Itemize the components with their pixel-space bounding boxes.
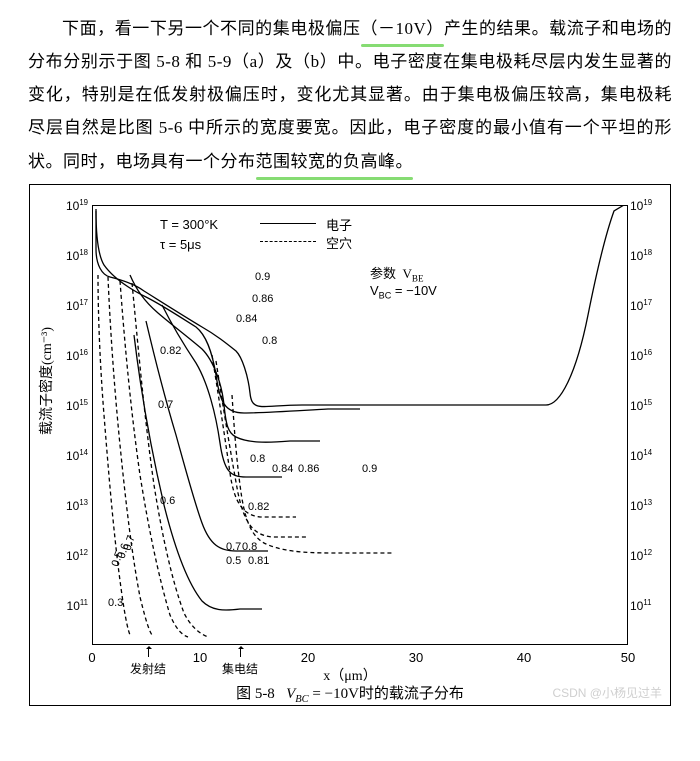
ytick-right: 1013 bbox=[630, 498, 670, 513]
ytick-right: 1012 bbox=[630, 548, 670, 563]
curve-label: 0.8 bbox=[250, 453, 265, 465]
ytick-left: 1013 bbox=[30, 498, 88, 513]
electron-curve bbox=[134, 335, 262, 610]
xtick: 20 bbox=[301, 650, 315, 665]
curve-label: 0.82 bbox=[248, 501, 269, 513]
figure-5-8: 1019101910181018101710171016101610151015… bbox=[29, 184, 671, 706]
xtick: 50 bbox=[621, 650, 635, 665]
ytick-left: 1011 bbox=[30, 598, 88, 613]
hole-curve bbox=[132, 283, 208, 637]
ytick-left: 1012 bbox=[30, 548, 88, 563]
curve-label: 0.7 bbox=[158, 399, 173, 411]
curve-label: 0.86 bbox=[298, 463, 319, 475]
curve-label: 0.84 bbox=[236, 313, 257, 325]
hole-curve bbox=[98, 275, 130, 635]
hole-curve bbox=[212, 355, 296, 517]
ytick-right: 1017 bbox=[630, 298, 670, 313]
curve-label: 0.9 bbox=[362, 463, 377, 475]
curve-label: 0.9 bbox=[255, 271, 270, 283]
ytick-right: 1014 bbox=[630, 448, 670, 463]
ytick-right: 1018 bbox=[630, 248, 670, 263]
xtick: 30 bbox=[409, 650, 423, 665]
curve-label: 0.8 bbox=[262, 335, 277, 347]
curve-label: 0.8 bbox=[242, 541, 257, 553]
highlight-10v: （－10V） bbox=[361, 12, 444, 45]
emitter-junction-arrow bbox=[148, 647, 149, 657]
curve-label: 0.84 bbox=[272, 463, 293, 475]
ytick-right: 1016 bbox=[630, 348, 670, 363]
curve-label: 0.7 bbox=[226, 541, 241, 553]
ytick-left: 1014 bbox=[30, 448, 88, 463]
ytick-right: 1011 bbox=[630, 598, 670, 613]
curve-label: 0.82 bbox=[160, 345, 181, 357]
collector-junction-arrow bbox=[240, 647, 241, 657]
collector-junction-label: 集电结 bbox=[222, 660, 258, 677]
xtick: 0 bbox=[88, 650, 95, 665]
electron-curve bbox=[96, 205, 624, 407]
ytick-right: 1019 bbox=[630, 198, 670, 213]
emitter-junction-label: 发射结 bbox=[130, 660, 166, 677]
para-t1: 下面，看一下另一个不同的集电极偏压 bbox=[62, 19, 361, 38]
ytick-left: 1019 bbox=[30, 198, 88, 213]
caption-fig: 图 5-8 bbox=[236, 686, 275, 702]
hole-curve bbox=[108, 277, 152, 635]
body-paragraph: 下面，看一下另一个不同的集电极偏压（－10V）产生的结果。载流子和电场的分布分别… bbox=[28, 12, 672, 178]
highlight-peak: 范围较宽的负高峰。 bbox=[256, 145, 414, 178]
plot-area bbox=[92, 205, 628, 645]
curve-label: 0.3 bbox=[108, 597, 123, 609]
curve-label: 0.81 bbox=[248, 555, 269, 567]
ytick-left: 1018 bbox=[30, 248, 88, 263]
curve-label: 0.5 bbox=[226, 555, 241, 567]
watermark: CSDN @小杨见过羊 bbox=[552, 684, 662, 701]
curve-label: 0.6 bbox=[160, 495, 175, 507]
xtick: 10 bbox=[193, 650, 207, 665]
y-axis-label: 载流子密度(cm⁻³) bbox=[36, 327, 56, 435]
electron-curve bbox=[96, 211, 360, 413]
xtick: 40 bbox=[517, 650, 531, 665]
ytick-right: 1015 bbox=[630, 398, 670, 413]
ytick-left: 1017 bbox=[30, 298, 88, 313]
curve-label: 0.86 bbox=[252, 293, 273, 305]
